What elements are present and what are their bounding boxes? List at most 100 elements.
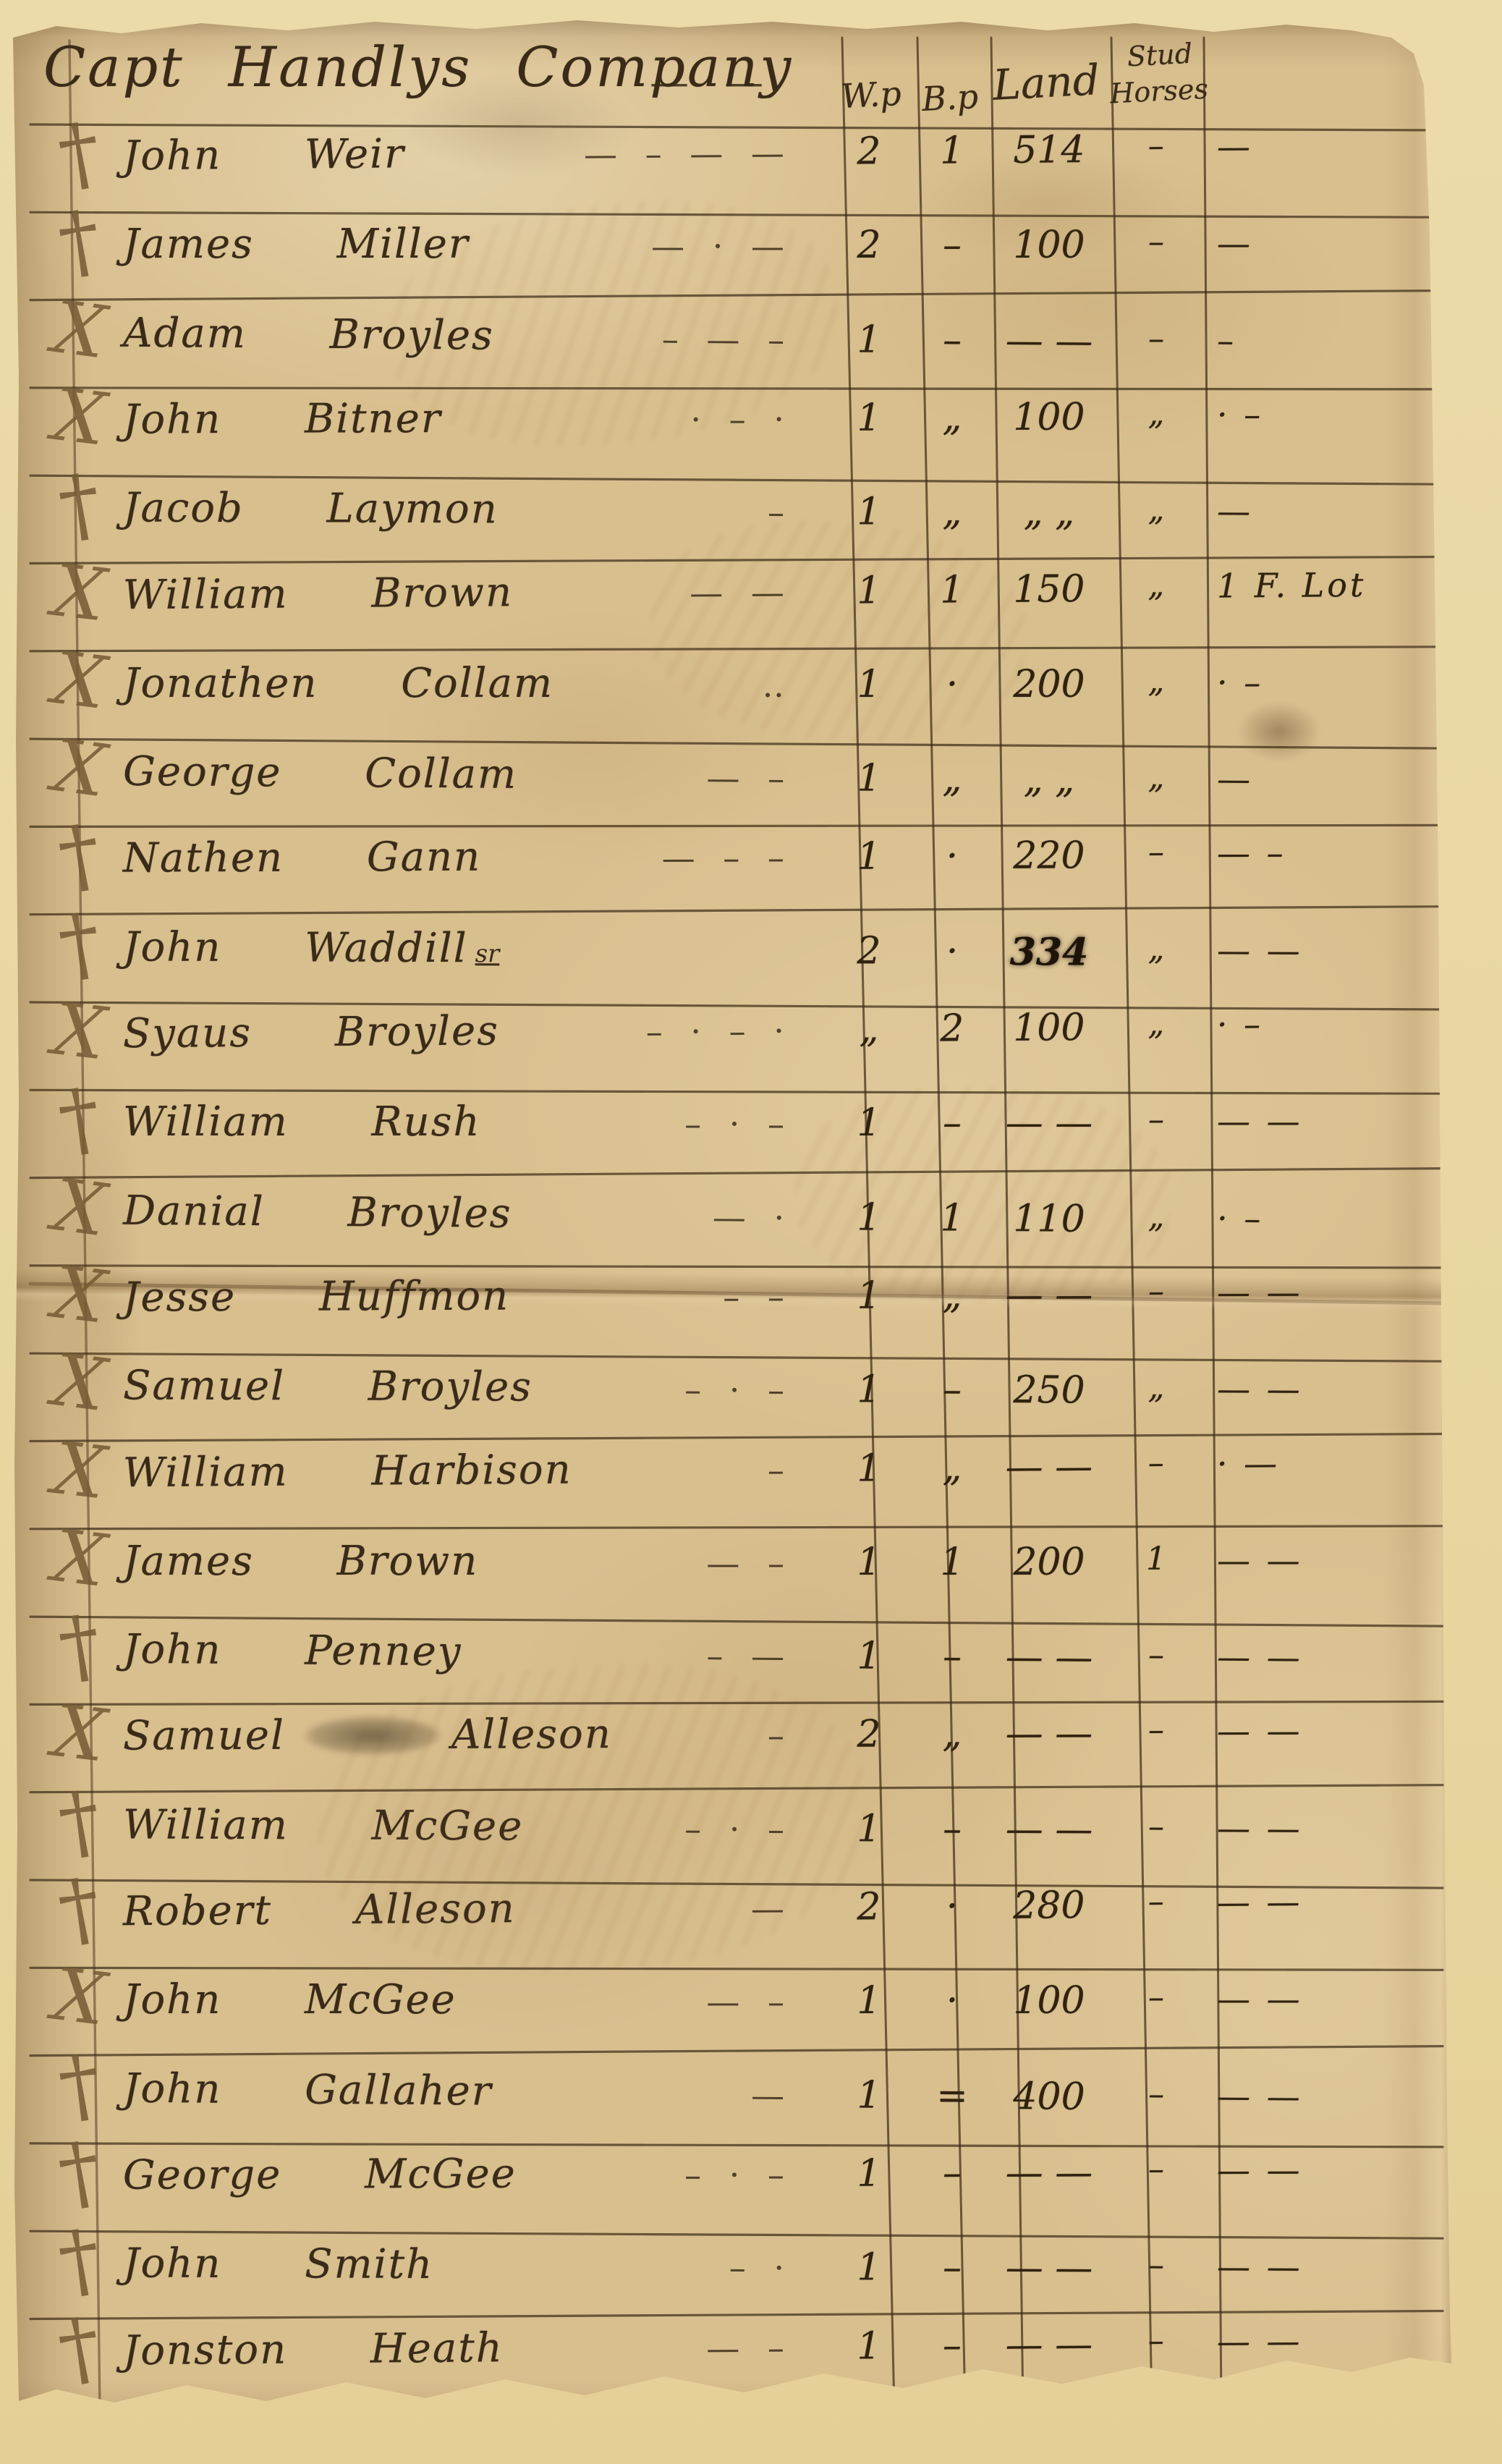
stud-horses-value: „	[1147, 1198, 1165, 1235]
notes-value: — —	[1216, 2150, 1303, 2190]
table-grid-lines	[28, 36, 1445, 2402]
black-polls-value: –	[942, 2151, 962, 2196]
taxpayer-name: Samuel Broyles	[122, 1362, 533, 1411]
table-row: X William Harbison – 1 „ — — – · —	[13, 1426, 1451, 1529]
tally-mark: X	[48, 1513, 111, 1604]
white-polls-value: 1	[857, 396, 881, 440]
black-polls-value: 1	[940, 129, 964, 173]
notes-value: — —	[1216, 931, 1303, 970]
land-acres-value: 100	[1013, 224, 1085, 267]
taxpayer-name: Jacob Laymon	[122, 484, 498, 533]
name-cell: William Harbison –	[122, 1444, 819, 1497]
taxpayer-name: George McGee	[122, 2150, 517, 2199]
notes-value: · –	[1216, 394, 1264, 434]
taxpayer-name: Danial Broyles	[122, 1187, 512, 1237]
taxpayer-name: John Bitner	[122, 394, 442, 444]
stud-horses-value: –	[1148, 1101, 1164, 1138]
stud-horses-value: „	[1147, 567, 1165, 604]
land-acres-value: „ „	[1023, 758, 1075, 802]
notes-value: — —	[1216, 1711, 1303, 1750]
name-dashes: – –	[723, 1277, 794, 1317]
name-cell: Jacob Laymon –	[123, 484, 819, 534]
tally-mark: X	[48, 1952, 111, 2042]
land-acres-value: — —	[1005, 1273, 1093, 1317]
name-dashes: — –	[706, 758, 794, 798]
stud-horses-value: –	[1147, 127, 1165, 165]
name-dashes: – · – ·	[645, 1011, 794, 1051]
name-cell: Samuel Broyles – · –	[123, 1362, 819, 1412]
notes-value: —	[1217, 224, 1253, 263]
table-row: † John Weir — – — — 2 1 514 – —	[13, 104, 1451, 212]
notes-value: — —	[1216, 2076, 1303, 2117]
name-cell: John Waddill sr	[123, 923, 819, 973]
black-polls-value: 1	[940, 1196, 964, 1240]
white-polls-value: 1	[857, 1447, 881, 1491]
taxpayer-name: Syaus Broyles	[122, 1007, 500, 1058]
name-cell: William Rush – · –	[123, 1098, 819, 1146]
notes-value: — —	[1217, 1101, 1303, 1140]
table-row: † William Rush – · – 1 – — — – — —	[13, 1070, 1451, 1177]
black-polls-value: –	[943, 224, 962, 267]
table-header: Capt Handlys Company — — W.p B.p Land St…	[13, 20, 1451, 124]
stud-horses-value: –	[1147, 320, 1165, 357]
name-cell: John Weir — – — —	[123, 127, 819, 179]
name-dashes: – · –	[684, 1809, 794, 1849]
name-dashes: — –	[706, 2328, 794, 2368]
name-cell: James Brown — –	[123, 1538, 819, 1585]
name-dashes: – · –	[684, 1104, 793, 1143]
title-dashes: — —	[650, 59, 776, 105]
taxpayer-name: Adam Broyles	[122, 309, 494, 360]
taxpayer-name: William Brown	[122, 569, 514, 619]
white-polls-value: 2	[857, 929, 881, 973]
black-polls-value: 2	[940, 1007, 964, 1051]
black-polls-value: ·	[946, 834, 959, 879]
name-dashes: —	[750, 1889, 794, 1929]
name-dashes: –	[767, 1716, 794, 1756]
black-polls-value: –	[943, 1101, 962, 1145]
black-polls-value: –	[942, 2324, 962, 2368]
name-suffix: sr	[475, 939, 500, 969]
name-cell: Danial Broyles — ·	[123, 1187, 819, 1240]
land-acres-value: 150	[1012, 567, 1085, 611]
table-row: † Robert Alleson — 2 · 280 – — —	[13, 1860, 1451, 1968]
land-acres-value: 110	[1013, 1197, 1085, 1241]
white-polls-value: 1	[857, 2073, 881, 2117]
stud-horses-value: „	[1147, 663, 1165, 700]
taxpayer-name: John Weir	[122, 130, 406, 180]
name-dashes: — – — —	[583, 133, 794, 174]
table-row: X William Brown — — 1 1 150 „ 1 F. Lot	[13, 548, 1451, 651]
taxpayer-name: Jonston Heath	[122, 2324, 504, 2375]
land-acres-value: — —	[1005, 1445, 1093, 1489]
table-row: X James Brown — – 1 1 200 1 — —	[13, 1513, 1451, 1617]
name-cell: Jonston Heath — –	[123, 2322, 819, 2374]
taxpayer-name: George Collam	[122, 748, 518, 798]
tally-mark: †	[51, 2299, 108, 2399]
stud-horses-value: „	[1147, 1005, 1165, 1043]
land-acres-value: 400	[1013, 2075, 1085, 2119]
stud-horses-value: –	[1147, 1883, 1165, 1921]
black-polls-value: –	[942, 1635, 962, 1679]
name-cell: Syaus Broyles – · – ·	[123, 1005, 819, 1057]
taxpayer-name: Nathen Gann	[122, 833, 482, 882]
land-acres-value: — —	[1005, 1635, 1093, 1680]
taxpayer-name: Jonathen Collam	[123, 660, 554, 707]
land-acres-value: — —	[1005, 1808, 1093, 1852]
land-acres-value: 200	[1013, 663, 1085, 706]
tally-mark: †	[52, 192, 107, 292]
taxpayer-name: Jesse Huffmon	[122, 1272, 510, 1321]
stud-horses-value: –	[1147, 2151, 1165, 2188]
land-acres-value: — —	[1005, 2246, 1093, 2290]
notes-value: —	[1216, 759, 1254, 799]
name-dashes: – · –	[684, 1370, 794, 1410]
tally-mark: †	[52, 894, 107, 994]
name-dashes: –	[767, 492, 794, 532]
black-polls-value: –	[942, 1368, 962, 1412]
tally-mark: X	[48, 1162, 111, 1253]
land-acres-value: — —	[1005, 1711, 1093, 1756]
notes-value: · —	[1216, 1444, 1281, 1483]
white-polls-value: 1	[857, 2245, 881, 2290]
taxpayer-name: William Harbison	[122, 1446, 572, 1497]
name-dashes: – — –	[661, 319, 794, 360]
black-polls-value: –	[942, 2245, 962, 2290]
tally-mark: X	[48, 1688, 111, 1779]
